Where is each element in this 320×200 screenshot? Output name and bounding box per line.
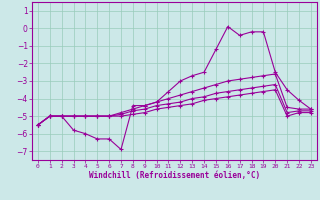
X-axis label: Windchill (Refroidissement éolien,°C): Windchill (Refroidissement éolien,°C) — [89, 171, 260, 180]
